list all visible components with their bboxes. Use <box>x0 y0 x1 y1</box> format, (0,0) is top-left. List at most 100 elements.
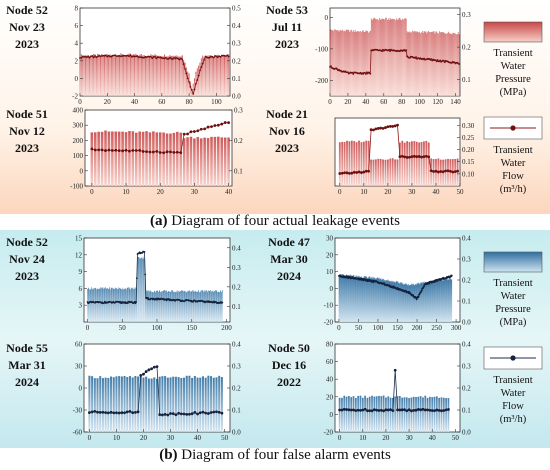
pressure-bar <box>94 54 96 96</box>
flow-point <box>199 69 201 72</box>
pressure-bar <box>171 290 172 322</box>
pressure-bar <box>168 291 170 322</box>
pressure-bar <box>340 274 342 322</box>
pressure-bar <box>397 283 399 322</box>
pressure-bar <box>379 158 382 186</box>
y-left-tick-label: -20 <box>324 429 334 437</box>
flow-point <box>423 408 427 412</box>
y-right-tick-label: 0.3 <box>462 256 471 264</box>
pressure-bars <box>338 395 450 432</box>
flow-point <box>367 169 371 173</box>
pressure-bar <box>149 56 151 96</box>
flow-point <box>220 411 224 415</box>
pressure-bar <box>144 258 145 322</box>
pressure-bar <box>358 277 360 322</box>
pressure-bar <box>343 30 344 96</box>
flow-point <box>182 63 185 65</box>
pressure-bar <box>351 275 353 322</box>
pressure-bar <box>376 19 377 96</box>
flow-point <box>185 412 189 416</box>
pressure-bar <box>417 283 419 322</box>
pressure-bar <box>371 20 373 97</box>
pressure-bar <box>412 283 414 322</box>
pressure-bar <box>396 396 399 432</box>
chart-label-line: Node 53 <box>266 3 308 17</box>
y-right-tick-label: 0.0 <box>232 429 241 437</box>
pressure-bar <box>378 278 380 322</box>
pressure-bar <box>433 280 435 322</box>
x-tick-label: 100 <box>373 324 384 332</box>
pressure-bar <box>189 290 190 322</box>
pressure-bar <box>389 397 392 432</box>
pressure-bar <box>342 29 343 96</box>
y-right-tick-label: 0.4 <box>462 341 471 349</box>
flow-point <box>216 123 220 127</box>
pressure-bar <box>127 54 129 96</box>
pressure-bar <box>365 276 367 322</box>
pressure-bar <box>356 31 358 97</box>
flow-point <box>389 408 392 411</box>
flow-point <box>384 126 387 129</box>
pressure-bar <box>115 288 117 322</box>
pressure-bar <box>341 274 343 322</box>
pressure-bar <box>161 376 164 432</box>
pressure-bar <box>202 55 204 96</box>
pressure-bar <box>89 56 91 96</box>
pressure-bar <box>152 291 154 322</box>
flow-point <box>442 409 446 412</box>
y-right-tick-label: 0.2 <box>462 277 471 285</box>
x-tick-label: 50 <box>221 434 229 442</box>
pressure-bar <box>93 378 96 432</box>
pressure-bar <box>342 275 344 322</box>
flow-point <box>436 59 439 61</box>
x-tick-label: 40 <box>194 434 202 442</box>
pressure-bar <box>218 56 220 96</box>
pressure-bar <box>448 31 449 97</box>
flow-point <box>427 155 431 159</box>
pressure-bar <box>451 34 453 96</box>
pressure-bar <box>131 287 133 322</box>
chart-label-line: Dec 16 <box>272 358 306 372</box>
pressure-bar <box>165 56 167 96</box>
flow-point <box>83 56 85 58</box>
legend-pressure-label: Transient <box>493 278 532 289</box>
pressure-bar <box>439 279 440 322</box>
pressure-bar <box>430 31 432 96</box>
pressure-bar <box>425 283 427 322</box>
x-tick-label: 20 <box>140 434 148 442</box>
pressure-bar <box>206 290 208 322</box>
pressure-bar <box>82 56 84 96</box>
pressure-bar <box>148 290 149 322</box>
pressure-bar <box>416 284 417 322</box>
pressure-bar <box>415 283 416 322</box>
flow-point <box>442 60 445 62</box>
flow-point <box>109 55 111 58</box>
pressure-bar <box>365 140 368 186</box>
pressure-bar <box>110 289 111 322</box>
pressure-bar <box>131 54 133 96</box>
pressure-bar <box>421 282 423 322</box>
legend-pressure-label: Water <box>501 61 526 72</box>
chart-label-line: Nov 16 <box>269 124 305 138</box>
pressure-bar <box>203 137 206 186</box>
flow-point <box>393 368 397 372</box>
flow-point <box>106 55 109 58</box>
flow-point <box>428 282 431 285</box>
pressure-bar <box>90 132 94 186</box>
flow-point <box>161 413 164 417</box>
pressure-bar <box>358 276 360 322</box>
pressure-bar <box>155 55 157 96</box>
pressure-bar <box>444 279 446 322</box>
pressure-bar <box>393 282 395 322</box>
flow-point <box>182 132 186 136</box>
flow-point <box>421 407 425 411</box>
pressure-bar <box>105 55 107 96</box>
flow-point <box>206 125 210 129</box>
flow-point <box>451 170 455 174</box>
flow-point <box>352 408 355 412</box>
flow-point <box>90 147 94 151</box>
pressure-bar <box>355 142 358 186</box>
flow-point <box>212 56 215 59</box>
pressure-bar <box>390 282 392 322</box>
